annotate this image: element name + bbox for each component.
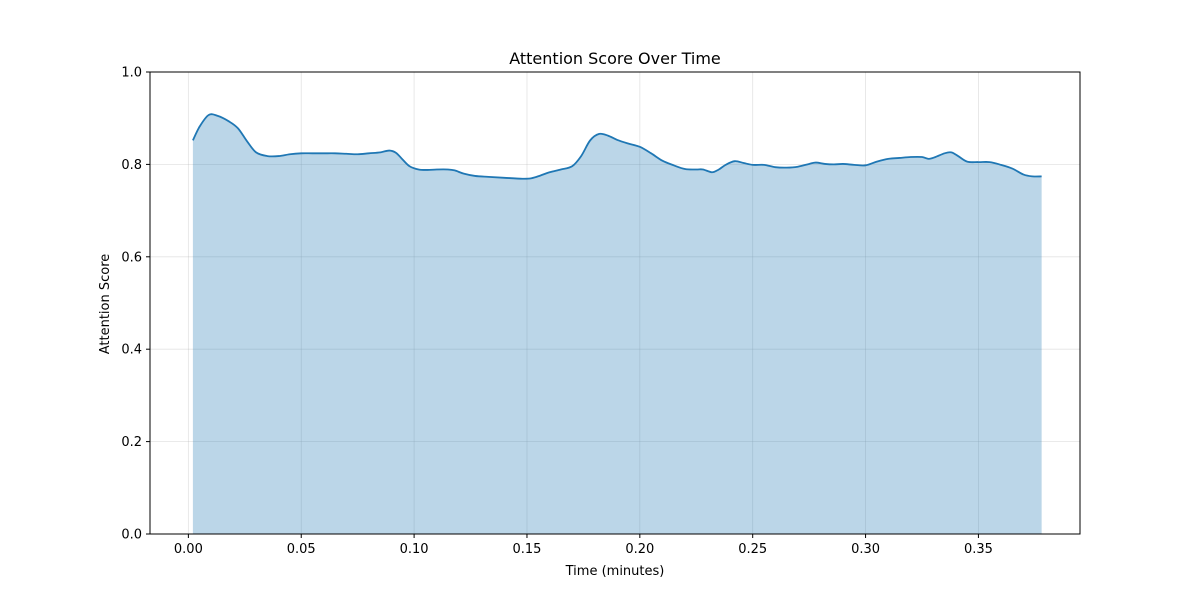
- y-axis-ticks: 0.0 0.2 0.4 0.6 0.8 1.0: [121, 66, 150, 543]
- x-axis-ticks: 0.00 0.05 0.10 0.15 0.20 0.25 0.30 0.35: [174, 534, 993, 557]
- attention-area-fill: [192, 114, 1042, 534]
- x-axis-label: Time (minutes): [565, 564, 665, 579]
- y-tick-label: 1.0: [121, 66, 142, 81]
- x-tick-label: 0.25: [738, 542, 767, 557]
- plot-frame: [149, 71, 1081, 535]
- x-tick-label: 0.20: [625, 542, 654, 557]
- attention-line: [192, 113, 1042, 180]
- y-tick-label: 0.0: [121, 528, 142, 543]
- x-tick-label: 0.00: [174, 542, 203, 557]
- y-axis-label: Attention Score: [98, 254, 113, 355]
- chart-title: Attention Score Over Time: [509, 49, 721, 68]
- y-tick-label: 0.2: [121, 435, 142, 450]
- y-tick-label: 0.6: [121, 250, 142, 265]
- x-tick-label: 0.15: [512, 542, 541, 557]
- x-tick-label: 0.30: [851, 542, 880, 557]
- x-tick-label: 0.35: [964, 542, 993, 557]
- x-tick-label: 0.10: [400, 542, 429, 557]
- y-tick-label: 0.4: [121, 343, 142, 358]
- x-tick-label: 0.05: [287, 542, 316, 557]
- y-tick-label: 0.8: [121, 158, 142, 173]
